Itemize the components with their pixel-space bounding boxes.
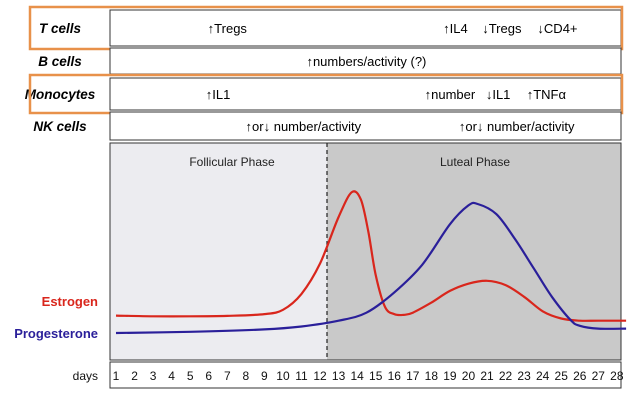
day-label: 25 xyxy=(555,369,569,383)
row-box-0 xyxy=(109,9,622,47)
day-label: 16 xyxy=(388,369,402,383)
day-label: 9 xyxy=(261,369,268,383)
day-label: 23 xyxy=(517,369,531,383)
day-label: 10 xyxy=(276,369,290,383)
luteal-phase-label: Luteal Phase xyxy=(440,155,510,169)
immune-rows: T cells ↑Tregs ↑IL4 ↓Tregs ↓CD4+ B cells ↑numb… xyxy=(25,5,624,141)
day-tick-labels: 1 2 3 4 5 6 7 8 9 10 11 12 13 14 15 16 17 18 19 20 21 22 23 24 2… xyxy=(113,369,624,383)
day-label: 6 xyxy=(205,369,212,383)
luteal-phase-region xyxy=(327,143,621,360)
row-label-0: T cells xyxy=(39,21,82,36)
plot-frame xyxy=(109,142,622,361)
day-label: 17 xyxy=(406,369,420,383)
day-label: 13 xyxy=(332,369,346,383)
progesterone-curve xyxy=(115,201,627,335)
days-axis-bar xyxy=(109,361,622,389)
row-label-2: Monocytes xyxy=(25,87,96,102)
day-label: 8 xyxy=(243,369,250,383)
row-label-1: B cells xyxy=(38,54,82,69)
day-label: 1 xyxy=(113,369,120,383)
day-label: 2 xyxy=(131,369,138,383)
estrogen-label: Estrogen xyxy=(42,294,98,309)
day-label: 15 xyxy=(369,369,383,383)
row-0-effect-0: ↑Tregs xyxy=(208,21,248,36)
row-box-1 xyxy=(109,47,622,75)
row-box-3 xyxy=(109,111,622,141)
day-label: 20 xyxy=(462,369,476,383)
day-label: 28 xyxy=(610,369,624,383)
day-label: 3 xyxy=(150,369,157,383)
row-0-effect-1: ↑IL4 xyxy=(443,21,468,36)
row-label-3: NK cells xyxy=(33,119,87,134)
row-3-effect-1: ↑or↓ number/activity xyxy=(459,119,575,134)
day-label: 11 xyxy=(295,369,308,383)
day-label: 19 xyxy=(443,369,457,383)
day-label: 5 xyxy=(187,369,194,383)
follicular-phase-label: Follicular Phase xyxy=(189,155,275,169)
row-2-effect-1: ↑number xyxy=(425,87,476,102)
row-2-effect-3: ↑TNFα xyxy=(527,87,567,102)
day-label: 12 xyxy=(313,369,327,383)
row-2-effect-2: ↓IL1 xyxy=(486,87,511,102)
progesterone-label: Progesterone xyxy=(14,326,98,341)
row-0-effect-3: ↓CD4+ xyxy=(537,21,577,36)
row-2-effect-0: ↑IL1 xyxy=(206,87,231,102)
day-label: 22 xyxy=(499,369,513,383)
row-0-effect-2: ↓Tregs xyxy=(482,21,522,36)
day-label: 14 xyxy=(350,369,364,383)
row-3-effect-0: ↑or↓ number/activity xyxy=(246,119,362,134)
estrogen-curve xyxy=(115,190,627,322)
day-label: 4 xyxy=(168,369,175,383)
day-label: 24 xyxy=(536,369,550,383)
day-label: 21 xyxy=(480,369,494,383)
day-label: 7 xyxy=(224,369,231,383)
follicular-phase-region xyxy=(110,143,327,360)
days-axis-label: days xyxy=(73,369,98,383)
row-1-effect-0: ↑numbers/activity (?) xyxy=(306,54,426,69)
day-label: 18 xyxy=(425,369,439,383)
day-label: 26 xyxy=(573,369,587,383)
day-label: 27 xyxy=(592,369,606,383)
